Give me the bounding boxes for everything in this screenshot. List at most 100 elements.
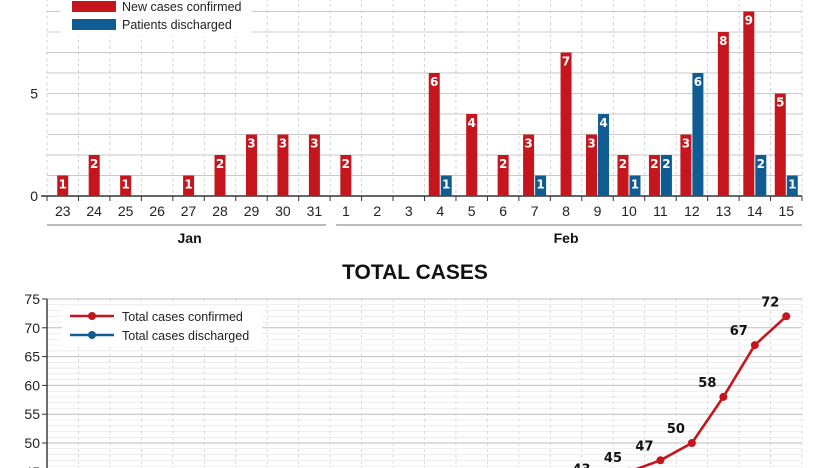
bar-new-cases [523,134,535,196]
data-point-label: 43 [572,462,590,468]
month-label-jan: Jan [178,230,202,246]
y-tick-label: 55 [24,406,40,422]
y-tick-label: 0 [30,188,38,204]
data-point-label: 45 [604,451,622,466]
data-point-total-confirmed [750,341,759,350]
line-chart-legend: Total cases confirmed Total cases dischar… [62,306,262,346]
x-tick-label: 23 [55,203,71,219]
data-point-total-confirmed [687,439,696,447]
bar-value-label: 2 [757,157,765,171]
bar-value-label: 4 [468,116,476,130]
legend-background [62,306,262,346]
bar-discharged [598,114,610,196]
bar-discharged [629,175,641,196]
bar-value-label: 1 [631,178,639,192]
bar-value-label: 2 [662,157,670,171]
bar-value-label: 3 [279,137,287,151]
x-tick-label: 5 [468,203,476,219]
data-point-label: 47 [635,439,653,454]
bar-value-label: 3 [247,137,255,151]
bar-new-cases [560,52,572,196]
bar-new-cases [57,175,69,196]
x-tick-label: 6 [499,203,507,219]
y-tick-label: 45 [24,464,40,468]
bar-value-label: 2 [342,157,350,171]
month-label-feb: Feb [554,230,579,246]
x-tick-label: 11 [653,203,668,219]
bar-new-cases [680,134,692,196]
x-tick-label: 8 [562,203,570,219]
bar-discharged [786,175,798,196]
x-tick-label: 27 [181,203,197,219]
bar-new-cases [340,155,352,196]
bar-new-cases [245,134,257,196]
data-point-label: 50 [667,422,685,437]
x-tick-label: 30 [275,203,291,219]
bar-new-cases [717,32,729,196]
data-point-total-confirmed [782,312,791,321]
bar-new-cases [466,114,478,196]
x-tick-label: 29 [244,203,260,219]
x-tick-label: 9 [594,203,602,219]
bar-value-label: 2 [216,157,224,171]
bar-value-label: 1 [536,178,544,192]
bar-value-label: 1 [121,178,129,192]
x-tick-label: 7 [531,203,539,219]
x-tick-label: 26 [149,203,165,219]
bar-value-label: 2 [650,157,658,171]
bar-new-cases [120,175,132,196]
bar-value-label: 5 [776,96,784,110]
legend-marker-total-discharged [88,331,96,339]
bar-value-label: 9 [745,14,753,28]
bar-value-label: 1 [442,178,450,192]
bar-discharged [440,175,452,196]
bar-value-label: 4 [599,116,607,130]
legend-marker-total-confirmed [88,312,96,320]
bar-value-label: 7 [562,55,570,69]
data-point-label: 67 [730,324,748,339]
legend-swatch-discharged [72,19,116,30]
bar-value-label: 2 [90,157,98,171]
bar-new-cases [586,134,598,196]
y-tick-label: 65 [24,349,40,365]
data-point-label: 72 [761,295,779,310]
y-tick-label: 5 [30,86,38,102]
legend-label-new-cases: New cases confirmed [122,0,242,14]
bar-value-label: 3 [587,137,595,151]
bar-new-cases [428,73,440,196]
bar-value-label: 3 [682,137,690,151]
bar-new-cases [617,155,629,196]
bar-new-cases [183,175,195,196]
bar-discharged [660,155,672,196]
x-tick-label: 1 [342,203,350,219]
bar-value-label: 2 [499,157,507,171]
bar-discharged [535,175,547,196]
y-tick-label: 70 [24,320,40,336]
bar-value-label: 6 [430,75,438,89]
legend-swatch-new-cases [72,1,116,12]
bar-new-cases [308,134,320,196]
y-tick-label: 60 [24,377,40,393]
x-tick-label: 4 [436,203,444,219]
x-tick-label: 3 [405,203,413,219]
x-tick-label: 15 [778,203,794,219]
bar-new-cases [277,134,289,196]
bar-new-cases [88,155,100,196]
bar-value-label: 6 [694,75,702,89]
x-tick-label: 13 [716,203,732,219]
bar-new-cases [497,155,509,196]
line-chart-title: TOTAL CASES [342,261,488,284]
data-point-total-confirmed [719,392,728,401]
bar-value-label: 2 [619,157,627,171]
data-point-total-confirmed [656,456,665,465]
x-tick-label: 10 [621,203,637,219]
bar-new-cases [648,155,660,196]
bar-value-label: 1 [788,178,796,192]
x-tick-label: 28 [212,203,228,219]
total-cases-line-chart: 45 50 55 60 65 70 75 43 45 47 50 58 67 72 Total cases … [24,291,803,468]
x-tick-label: 31 [307,203,323,219]
x-tick-label: 24 [86,203,102,219]
x-tick-label: 12 [684,203,700,219]
